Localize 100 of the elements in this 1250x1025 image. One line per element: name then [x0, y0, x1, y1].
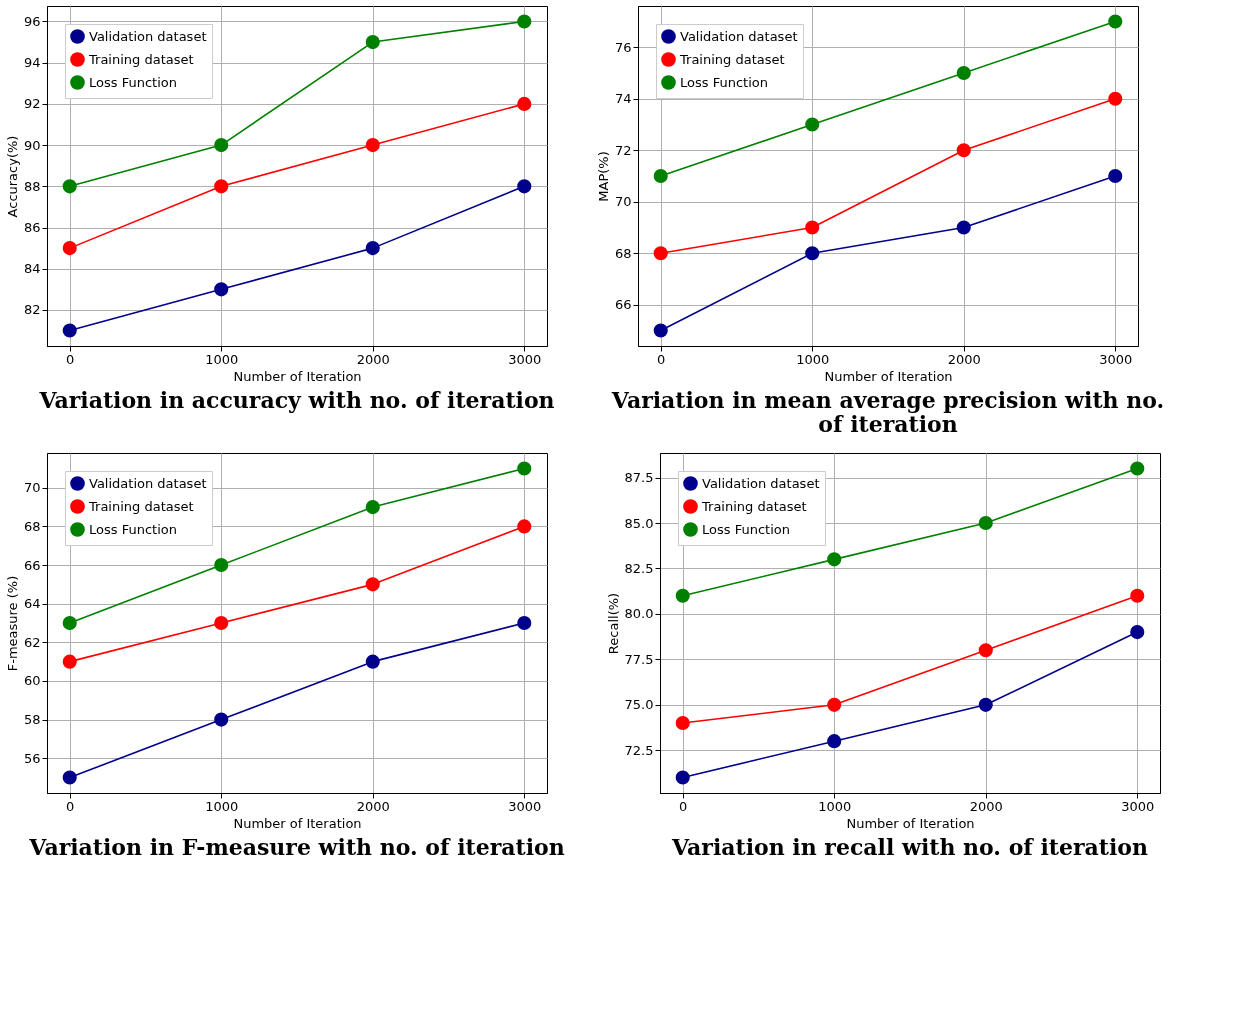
point	[214, 712, 229, 727]
y-tick-label: 60	[23, 673, 41, 689]
y-tick-label: 90	[23, 137, 41, 153]
point	[62, 323, 77, 338]
y-tick-label: 75.0	[624, 697, 654, 713]
text: Variation in mean average precision with no. of iteration	[610, 387, 1165, 437]
legend-label: Validation dataset	[89, 475, 207, 491]
legend-label: Loss Function	[702, 521, 790, 537]
y-tick-label: 87.5	[624, 470, 654, 486]
point	[653, 246, 668, 261]
y-tick-label: 72	[614, 142, 632, 158]
y-tick-label: 76	[614, 39, 632, 55]
y-tick-label: 82	[23, 302, 41, 318]
x-tick-label: 3000	[1121, 798, 1155, 814]
y-tick-label: 68	[23, 518, 41, 534]
point	[62, 654, 77, 669]
point	[365, 138, 380, 153]
point	[1108, 14, 1123, 29]
point	[214, 282, 229, 297]
y-tick-label: 64	[23, 596, 41, 612]
point	[365, 577, 380, 592]
point	[956, 143, 971, 158]
point	[956, 220, 971, 235]
x-axis-title: Number of Iteration	[846, 815, 975, 831]
point	[214, 179, 229, 194]
legend-label: Training dataset	[679, 51, 785, 67]
point	[675, 588, 690, 603]
x-tick-label: 1000	[205, 798, 239, 814]
legend-label: Validation dataset	[680, 28, 798, 44]
x-tick-label: 2000	[356, 798, 390, 814]
y-tick-label: 74	[614, 91, 632, 107]
y-tick-label: 58	[23, 712, 41, 728]
y-tick-label: 82.5	[624, 560, 654, 576]
y-tick-label: 96	[23, 13, 41, 29]
x-tick-label: 3000	[508, 798, 542, 814]
point	[517, 96, 532, 111]
point	[1130, 625, 1145, 640]
x-axis-title: Number of Iteration	[233, 368, 362, 384]
y-tick-label: 80.0	[624, 606, 654, 622]
x-axis-title: Number of Iteration	[233, 815, 362, 831]
point	[675, 715, 690, 731]
point	[365, 241, 380, 256]
point	[653, 168, 668, 184]
point	[827, 697, 842, 712]
y-tick-label: 88	[23, 178, 41, 194]
point	[978, 515, 993, 531]
x-tick-label: 2000	[969, 798, 1003, 814]
point	[653, 323, 668, 338]
x-tick-label: 0	[66, 798, 75, 814]
point	[62, 615, 77, 631]
point	[214, 615, 229, 631]
legend-label: Training dataset	[701, 498, 807, 514]
y-tick-label: 92	[23, 96, 41, 112]
point	[517, 615, 532, 631]
y-tick-label: 70	[23, 480, 41, 496]
y-tick-label: 62	[23, 634, 41, 650]
legend-label: Loss Function	[680, 74, 768, 90]
point	[827, 734, 842, 749]
point	[365, 654, 380, 669]
x-tick-label: 3000	[508, 351, 542, 367]
point	[1130, 461, 1145, 476]
y-tick-label: 66	[614, 297, 632, 313]
point	[827, 552, 842, 567]
x-tick-label: 0	[657, 351, 666, 367]
point	[1108, 168, 1123, 184]
x-tick-label: 3000	[1099, 351, 1133, 367]
point	[214, 138, 229, 153]
y-tick-label: 72.5	[624, 742, 654, 758]
point	[214, 557, 229, 573]
point	[62, 179, 77, 194]
y-axis-title: Accuracy(%)	[4, 135, 20, 218]
text: Variation in recall with no. of iteration	[670, 834, 1149, 860]
y-tick-label: 56	[23, 750, 41, 766]
x-tick-label: 1000	[796, 351, 830, 367]
x-tick-label: 2000	[356, 351, 390, 367]
legend-label: Validation dataset	[89, 28, 207, 44]
y-tick-label: 77.5	[624, 651, 654, 667]
x-tick-label: 0	[66, 351, 75, 367]
y-axis-title: Recall(%)	[605, 592, 621, 655]
point	[1130, 588, 1145, 603]
point	[517, 461, 532, 476]
y-tick-label: 94	[23, 55, 41, 71]
legend-label: Loss Function	[89, 521, 177, 537]
point	[1108, 91, 1123, 106]
x-tick-label: 0	[679, 798, 688, 814]
y-tick-label: 66	[23, 557, 41, 573]
point	[675, 770, 690, 785]
text: Variation in F-measure with no. of iteration	[28, 834, 565, 860]
legend-label: Validation dataset	[702, 475, 820, 491]
point	[956, 65, 971, 81]
x-tick-label: 2000	[947, 351, 981, 367]
x-tick-label: 1000	[818, 798, 852, 814]
point	[365, 500, 380, 515]
y-tick-label: 70	[614, 194, 632, 210]
x-axis-title: Number of Iteration	[824, 368, 953, 384]
y-tick-label: 85.0	[624, 515, 654, 531]
point	[978, 643, 993, 658]
y-axis-title: MAP(%)	[595, 151, 611, 202]
legend-label: Loss Function	[89, 74, 177, 90]
y-tick-label: 84	[23, 261, 41, 277]
